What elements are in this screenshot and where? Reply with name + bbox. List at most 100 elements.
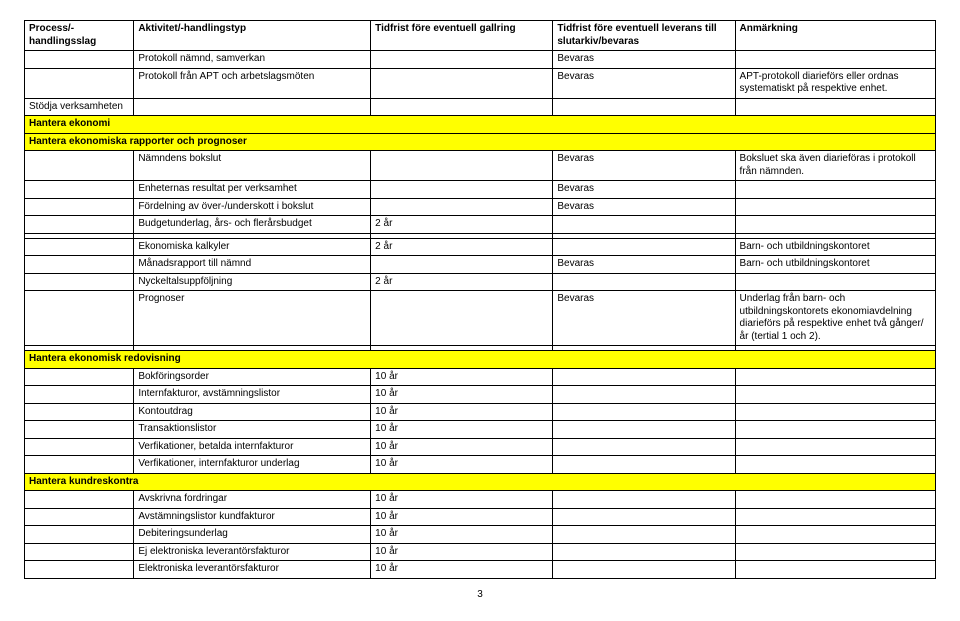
table-row: Prognoser BevarasUnderlag från barn- och … xyxy=(25,291,936,346)
table-cell xyxy=(735,273,935,291)
table-cell: Nämndens bokslut xyxy=(134,151,371,181)
table-cell: Bevaras xyxy=(553,291,735,346)
table-cell: Bevaras xyxy=(553,256,735,274)
table-row: Protokoll nämnd, samverkanBevaras xyxy=(25,51,936,69)
page-number: 3 xyxy=(24,589,936,600)
table-cell xyxy=(553,543,735,561)
table-cell: APT-protokoll diarieförs eller ordnas sy… xyxy=(735,68,935,98)
table-cell: 10 år xyxy=(371,456,553,474)
table-cell: Ej elektroniska leverantörsfakturor xyxy=(134,543,371,561)
table-cell xyxy=(25,181,134,199)
table-cell xyxy=(25,421,134,439)
table-cell xyxy=(25,291,134,346)
table-cell xyxy=(25,256,134,274)
table-cell: 2 år xyxy=(371,216,553,234)
table-row: Verfikationer, internfakturor underlag10… xyxy=(25,456,936,474)
col-header-aktivitet: Aktivitet/-handlingstyp xyxy=(134,21,371,51)
table-cell xyxy=(25,438,134,456)
table-cell: Underlag från barn- och utbildningskonto… xyxy=(735,291,935,346)
table-cell: Bevaras xyxy=(553,151,735,181)
table-cell xyxy=(735,491,935,509)
section-label: Hantera ekonomiska rapporter och prognos… xyxy=(25,133,936,151)
table-cell xyxy=(371,198,553,216)
table-cell: Fördelning av över-/underskott i bokslut xyxy=(134,198,371,216)
section-label: Hantera ekonomi xyxy=(25,116,936,134)
table-cell: Bevaras xyxy=(553,181,735,199)
table-cell xyxy=(553,561,735,579)
table-cell xyxy=(25,368,134,386)
table-cell xyxy=(25,238,134,256)
table-cell xyxy=(553,368,735,386)
table-row: Ekonomiska kalkyler2 årBarn- och utbildn… xyxy=(25,238,936,256)
table-cell xyxy=(25,508,134,526)
table-cell xyxy=(134,98,371,116)
table-cell xyxy=(553,386,735,404)
table-row: Stödja verksamheten xyxy=(25,98,936,116)
table-cell: Elektroniska leverantörsfakturor xyxy=(134,561,371,579)
section-label: Hantera ekonomisk redovisning xyxy=(25,351,936,369)
table-cell xyxy=(553,98,735,116)
table-cell xyxy=(25,561,134,579)
table-cell: 10 år xyxy=(371,438,553,456)
table-cell: Budgetunderlag, års- och flerårsbudget xyxy=(134,216,371,234)
table-cell xyxy=(735,421,935,439)
table-cell: 10 år xyxy=(371,368,553,386)
table-row: Elektroniska leverantörsfakturor10 år xyxy=(25,561,936,579)
table-cell xyxy=(25,198,134,216)
table-cell: 10 år xyxy=(371,421,553,439)
table-cell: Verfikationer, betalda internfakturor xyxy=(134,438,371,456)
table-cell xyxy=(371,98,553,116)
table-row: Bokföringsorder10 år xyxy=(25,368,936,386)
table-cell xyxy=(25,491,134,509)
table-row: Nämndens bokslutBevarasBoksluet ska även… xyxy=(25,151,936,181)
table-header-row: Process/- handlingsslag Aktivitet/-handl… xyxy=(25,21,936,51)
table-cell xyxy=(553,216,735,234)
table-cell xyxy=(735,98,935,116)
table-cell: Protokoll från APT och arbetslagsmöten xyxy=(134,68,371,98)
section-row: Hantera kundreskontra xyxy=(25,473,936,491)
table-cell: 10 år xyxy=(371,508,553,526)
table-cell xyxy=(371,181,553,199)
table-row: Avskrivna fordringar10 år xyxy=(25,491,936,509)
table-cell xyxy=(735,181,935,199)
table-row: Transaktionslistor10 år xyxy=(25,421,936,439)
table-cell xyxy=(735,456,935,474)
table-cell: 10 år xyxy=(371,561,553,579)
table-cell xyxy=(553,403,735,421)
table-row: Nyckeltalsuppföljning2 år xyxy=(25,273,936,291)
table-row: Kontoutdrag10 år xyxy=(25,403,936,421)
table-cell: 10 år xyxy=(371,526,553,544)
table-cell xyxy=(735,438,935,456)
table-cell: Bevaras xyxy=(553,51,735,69)
table-row: Ej elektroniska leverantörsfakturor10 år xyxy=(25,543,936,561)
table-cell: Internfakturor, avstämningslistor xyxy=(134,386,371,404)
table-cell: Transaktionslistor xyxy=(134,421,371,439)
table-cell: Prognoser xyxy=(134,291,371,346)
table-cell: 10 år xyxy=(371,543,553,561)
table-cell xyxy=(25,216,134,234)
table-cell: Bevaras xyxy=(553,198,735,216)
table-cell: 2 år xyxy=(371,238,553,256)
table-cell xyxy=(735,216,935,234)
table-cell xyxy=(371,151,553,181)
col-header-gallring: Tidfrist före eventuell gallring xyxy=(371,21,553,51)
table-cell xyxy=(735,526,935,544)
table-cell xyxy=(735,543,935,561)
table-cell: Avstämningslistor kundfakturor xyxy=(134,508,371,526)
table-cell: Stödja verksamheten xyxy=(25,98,134,116)
table-cell xyxy=(553,491,735,509)
section-row: Hantera ekonomisk redovisning xyxy=(25,351,936,369)
section-row: Hantera ekonomi xyxy=(25,116,936,134)
table-cell xyxy=(735,403,935,421)
table-cell xyxy=(735,561,935,579)
section-label: Hantera kundreskontra xyxy=(25,473,936,491)
table-cell: Barn- och utbildningskontoret xyxy=(735,256,935,274)
col-header-anmarkning: Anmärkning xyxy=(735,21,935,51)
table-cell xyxy=(553,508,735,526)
table-cell: 10 år xyxy=(371,403,553,421)
table-cell xyxy=(371,68,553,98)
table-cell: Ekonomiska kalkyler xyxy=(134,238,371,256)
table-row: Internfakturor, avstämningslistor10 år xyxy=(25,386,936,404)
table-cell xyxy=(25,68,134,98)
records-table: Process/- handlingsslag Aktivitet/-handl… xyxy=(24,20,936,579)
